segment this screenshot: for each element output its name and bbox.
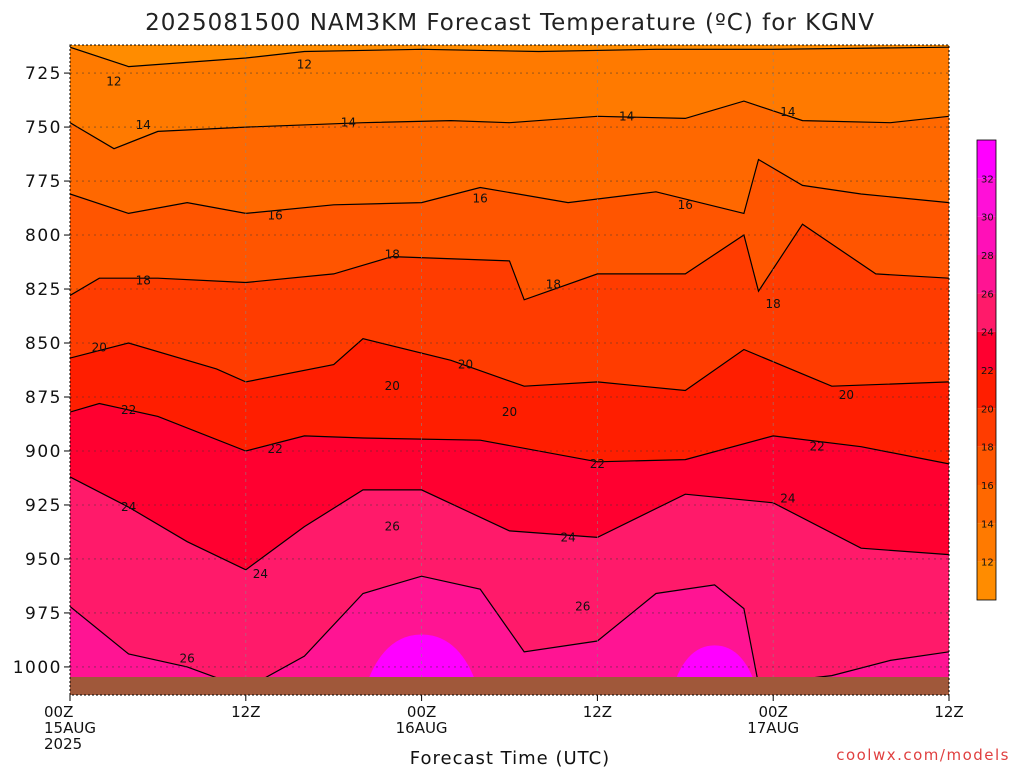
contour-labels: 12 12 14 14 14 14 16 16 16 18 18 18 18 20 20 20 20 20 22 22… (92, 57, 854, 665)
contour-label: 18 (385, 247, 400, 261)
colorbar-legend: 12 14 16 18 20 22 24 26 28 30 32 (976, 139, 997, 601)
colorbar-tick-label: 14 (981, 519, 994, 530)
x-tick-label: 12Z (231, 703, 260, 721)
contour-label: 22 (810, 440, 825, 454)
contour-label: 22 (267, 442, 282, 456)
contour-label: 14 (780, 105, 795, 119)
contour-label: 12 (106, 75, 121, 89)
contour-label: 18 (546, 278, 561, 292)
contour-label: 12 (297, 57, 312, 71)
ground-surface (70, 677, 949, 695)
x-tick-label: 12Z (583, 703, 612, 721)
contour-label: 26 (575, 599, 590, 613)
colorbar-swatch (977, 331, 996, 370)
x-axis-label: Forecast Time (UTC) (410, 748, 610, 768)
contour-line-20 (70, 338, 949, 392)
x-tick-label: 15AUG (44, 719, 96, 737)
contour-label: 24 (780, 491, 795, 505)
y-tick-label: 750 (25, 118, 62, 138)
contour-label: 20 (92, 340, 107, 354)
y-tick-label: 950 (25, 550, 62, 570)
x-tick-label: 00Z (44, 703, 73, 721)
x-tick-label: 17AUG (747, 719, 799, 737)
colorbar-swatch (977, 370, 996, 409)
colorbar-tick-label: 26 (981, 289, 994, 300)
colorbar-swatch (977, 561, 996, 600)
colorbar-tick-label: 32 (981, 174, 994, 185)
plot-area: 12 12 14 14 14 14 16 16 16 18 18 18 18 20 20 20 20 20 22 22… (70, 45, 949, 695)
y-axis: 725 750 775 800 825 850 875 900 925 950 975 1000 (13, 64, 70, 678)
y-tick-label: 925 (25, 496, 62, 516)
chart-title: 2025081500 NAM3KM Forecast Temperature (… (145, 10, 875, 36)
contour-label: 16 (267, 209, 282, 223)
x-tick-label: 00Z (407, 703, 436, 721)
colorbar-tick-label: 30 (981, 213, 994, 224)
contour-label: 26 (180, 651, 195, 665)
y-tick-label: 1000 (13, 658, 62, 678)
contour-label: 22 (590, 457, 605, 471)
colorbar-swatch (977, 293, 996, 332)
contour-label: 26 (385, 520, 400, 534)
contour-label: 24 (121, 500, 136, 514)
y-tick-label: 975 (25, 604, 62, 624)
colorbar-swatch (977, 255, 996, 294)
colorbar-frame (976, 139, 997, 601)
colorbar-tick-label: 18 (981, 443, 994, 454)
colorbar-tick-label: 28 (981, 251, 994, 262)
contour-line-18 (70, 223, 949, 301)
y-tick-label: 850 (25, 334, 62, 354)
contour-line-16 (70, 158, 949, 215)
contour-label: 22 (121, 403, 136, 417)
contour-label: 20 (502, 405, 517, 419)
contour-label: 14 (341, 116, 356, 130)
x-tick-label: 00Z (759, 703, 788, 721)
watermark: coolwx.com/models (836, 746, 1010, 764)
colorbar-swatch (977, 140, 996, 179)
contour-label: 24 (253, 567, 268, 581)
contour-line-12 (70, 46, 949, 68)
y-tick-label: 875 (25, 388, 62, 408)
contour-label: 16 (473, 191, 488, 205)
colorbar-swatch (977, 446, 996, 485)
colorbar-tick-label: 24 (981, 328, 994, 339)
x-tick-label: 2025 (44, 735, 82, 753)
colorbar-swatch (977, 523, 996, 562)
contour-label: 18 (136, 273, 151, 287)
plot-frame (69, 44, 950, 696)
contour-line-14 (70, 100, 949, 150)
y-tick-label: 900 (25, 442, 62, 462)
colorbar-swatch (977, 178, 996, 217)
temperature-fills (70, 45, 949, 695)
contour-label: 20 (458, 358, 473, 372)
contour-label: 20 (385, 379, 400, 393)
colorbar-swatch (977, 485, 996, 524)
contour-label: 24 (560, 530, 575, 544)
y-tick-label: 825 (25, 280, 62, 300)
contour-label: 18 (766, 297, 781, 311)
colorbar-tick-label: 16 (981, 481, 994, 492)
colorbar-tick-label: 20 (981, 404, 994, 415)
contour-label: 20 (839, 388, 854, 402)
x-tick-label: 12Z (934, 703, 963, 721)
colorbar-tick-label: 22 (981, 366, 994, 377)
colorbar-swatch (977, 408, 996, 447)
x-tick-label: 16AUG (396, 719, 448, 737)
contour-label: 16 (678, 198, 693, 212)
y-tick-label: 800 (25, 226, 62, 246)
colorbar-tick-label: 12 (981, 558, 994, 569)
grid-lines (70, 45, 949, 695)
y-tick-label: 775 (25, 172, 62, 192)
y-tick-label: 725 (25, 64, 62, 84)
colorbar-swatch (977, 216, 996, 255)
contour-label: 14 (619, 109, 634, 123)
contour-label: 14 (136, 118, 151, 132)
